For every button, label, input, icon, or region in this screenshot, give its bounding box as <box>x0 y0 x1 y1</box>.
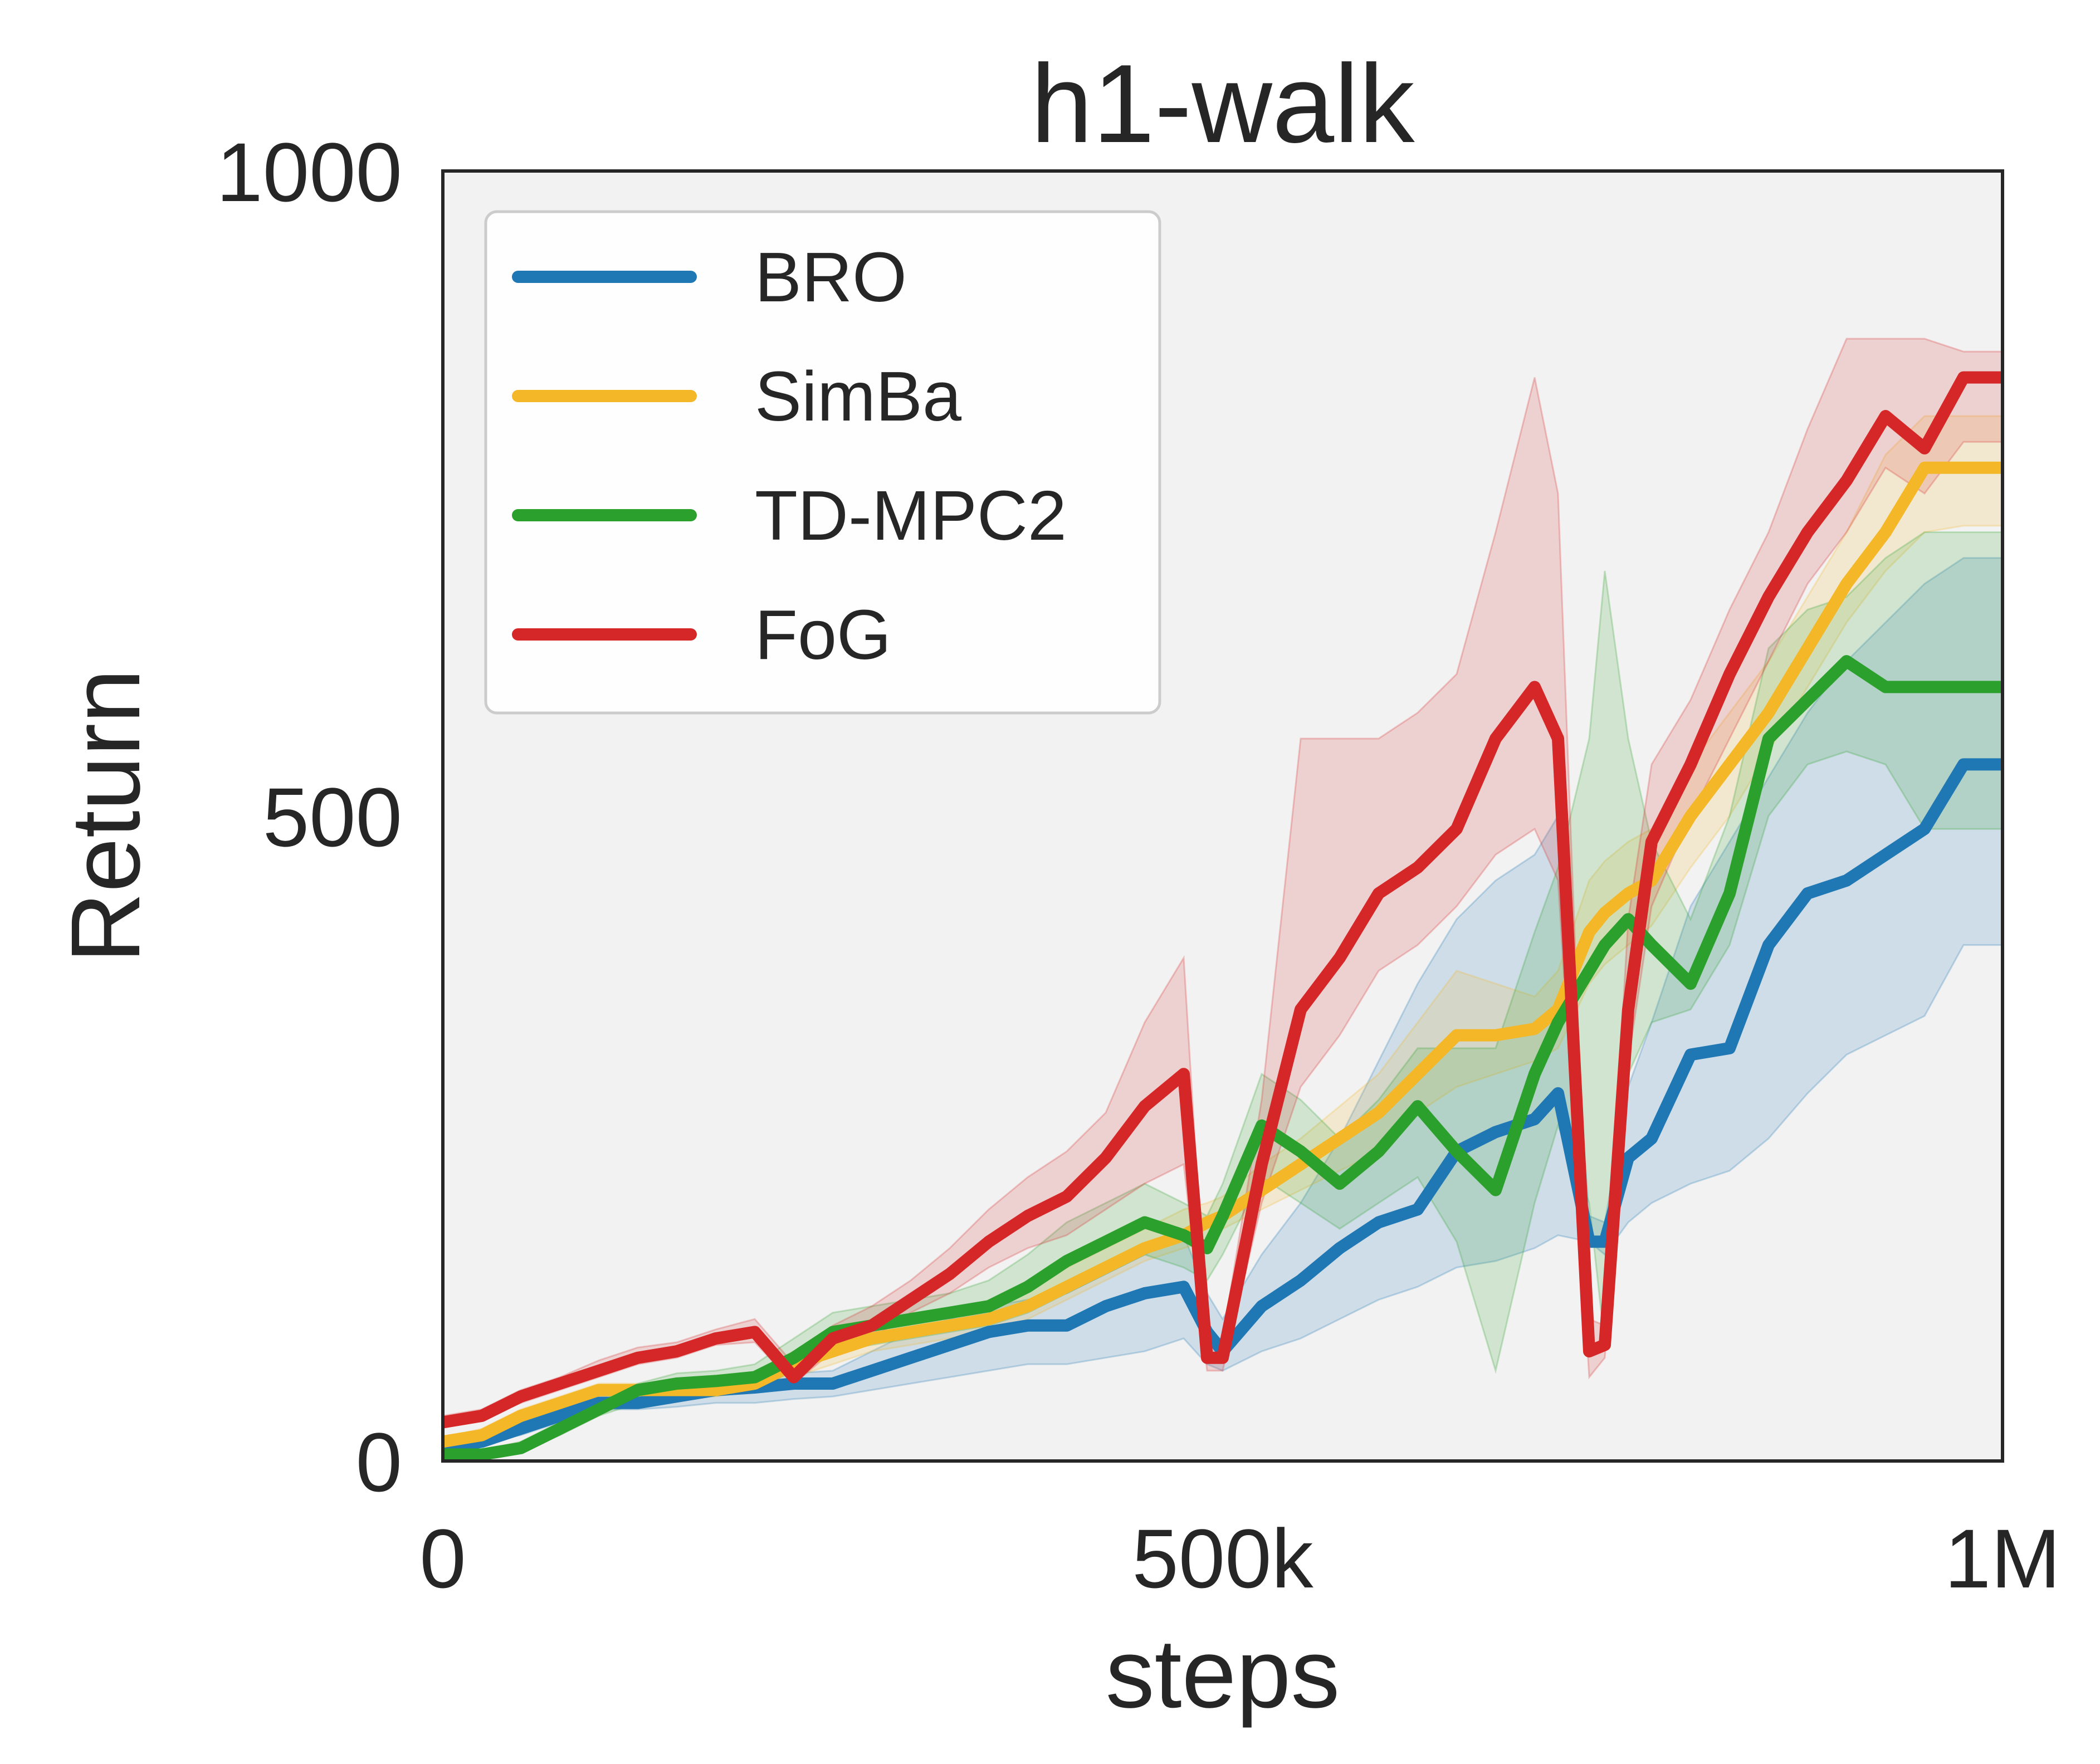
legend-label-simba: SimBa <box>755 357 962 436</box>
legend: BRO SimBa TD-MPC2 FoG <box>484 210 1161 715</box>
x-tick-label: 1M <box>1945 1512 2060 1605</box>
line-td-mpc2 <box>443 655 2003 1461</box>
band-fog <box>443 338 2003 1426</box>
line-fog <box>443 371 2003 1429</box>
legend-label-fog: FoG <box>755 595 891 674</box>
legend-box <box>484 210 1161 715</box>
x-axis-label: steps <box>1106 1619 1340 1728</box>
y-tick-label: 0 <box>356 1415 402 1509</box>
y-tick-labels: 0 500 1000 <box>216 125 402 1509</box>
legend-entries: BRO SimBa TD-MPC2 FoG <box>512 238 1067 674</box>
x-tick-labels: 0 500k 1M <box>419 1512 2060 1605</box>
y-tick-label: 500 <box>263 770 402 864</box>
legend-label-td-mpc2: TD-MPC2 <box>755 476 1067 555</box>
legend-label-bro: BRO <box>755 238 907 316</box>
plot-frame <box>441 169 2004 1463</box>
line-simba <box>443 461 2003 1448</box>
chart-title: h1-walk <box>1031 42 1415 166</box>
x-tick-label: 500k <box>1132 1512 1313 1605</box>
series-lines <box>443 371 2003 1461</box>
y-tick-label: 1000 <box>216 125 402 219</box>
y-axis-label: Return <box>51 669 160 963</box>
x-tick-label: 0 <box>419 1512 466 1605</box>
